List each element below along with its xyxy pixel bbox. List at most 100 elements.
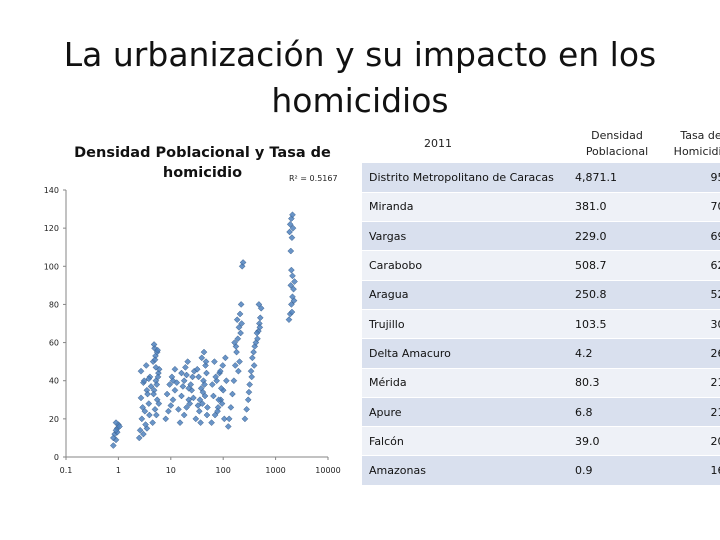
scatter-point [198,354,206,362]
y-tick-label: 60 [49,339,59,348]
scatter-point [247,367,255,375]
x-tick-label: 1000 [265,466,285,475]
row-rate: 70.0 [663,192,720,223]
scatter-point [137,394,145,402]
row-density: 508.7 [571,250,663,281]
scatter-point [195,373,203,381]
scatter-point [223,377,230,385]
row-rate: 26.0 [663,338,720,369]
scatter-point [194,402,202,409]
y-tick-label: 0 [54,453,59,462]
x-tick-label: 100 [216,466,231,475]
scatter-point [212,373,220,381]
scatter-point [201,381,208,388]
scatter-point [230,377,238,385]
scatter-point [155,400,163,407]
row-name: Delta Amacuro [362,338,571,369]
scatter-point [233,348,240,356]
scatter-point [202,358,210,365]
table-header-row: 2011 Densidad Poblacional Tasa de Homici… [362,124,720,163]
scatter-point [151,356,159,364]
header-year: 2011 [362,124,571,163]
scatter-point [248,354,256,362]
row-rate: 21.0 [663,397,720,428]
scatter-point [231,362,239,369]
scatter-point [171,386,179,394]
scatter-point [173,379,181,386]
scatter-point [248,373,256,381]
scatter-point [215,396,223,404]
scatter-point [204,404,211,411]
scatter-point [171,365,179,373]
row-rate: 62.0 [663,250,720,281]
row-rate: 52.0 [663,280,720,310]
scatter-point [167,402,175,409]
scatter-point [178,369,185,377]
scatter-point [224,423,232,430]
row-density: 250.8 [571,280,663,310]
scatter-point [238,320,246,327]
scatter-point [250,348,257,356]
scatter-point [286,220,294,228]
chart-title: Densidad Poblacional y Tasa de homicidio [74,145,331,181]
scatter-point [192,415,200,423]
scatter-point [150,390,157,398]
scatter-point [138,415,146,423]
scatter-point [152,411,160,419]
scatter-point [216,367,224,375]
r-squared-annotation: R² = 0.5167 [289,174,338,183]
scatter-point [144,390,151,398]
scatter-point [169,396,177,404]
scatter-point [109,434,117,442]
row-density: 381.0 [571,192,663,223]
scatter-point [178,392,185,400]
x-tick-label: 0.1 [60,466,73,475]
y-tick-label: 20 [49,415,59,424]
row-density: 0.9 [571,455,663,486]
scatter-point [286,228,293,236]
y-tick-label: 80 [49,300,59,309]
row-rate: 20.0 [663,426,720,457]
scatter-point [136,426,144,434]
scatter-point [183,404,190,411]
scatter-point [237,329,244,337]
scatter-point [210,392,217,400]
scatter-point [220,415,228,423]
scatter-point [166,381,173,388]
scatter-point [193,365,201,373]
scatter-point [289,272,296,280]
scatter-point [116,423,123,430]
row-name: Amazonas [362,455,571,486]
scatter-point [225,415,233,423]
scatter-point [214,407,221,415]
scatter-point [154,373,162,381]
row-rate: 21.0 [663,368,720,398]
scatter-point [162,415,170,423]
scatter-point [233,316,241,324]
scatter-point [180,377,188,385]
y-tick-label: 40 [49,377,59,386]
row-rate: 95.0 [663,163,720,193]
scatter-point [109,442,117,449]
scatter-point [190,394,197,402]
scatter-point [288,234,296,242]
scatter-point [255,301,263,308]
scatter-point [218,400,226,407]
scatter-point [290,297,298,304]
scatter-point [285,316,293,324]
y-tick-label: 100 [44,262,59,271]
scatter-point [236,358,243,365]
scatter-point [241,415,249,423]
row-density: 80.3 [571,368,663,398]
row-name: Falcón [362,426,571,457]
slide-title: La urbanización y su impacto en los homi… [63,35,657,120]
row-density: 229.0 [571,221,663,252]
x-tick-label: 10000 [315,466,340,475]
scatter-point [256,323,264,331]
x-tick-label: 10 [166,466,176,475]
